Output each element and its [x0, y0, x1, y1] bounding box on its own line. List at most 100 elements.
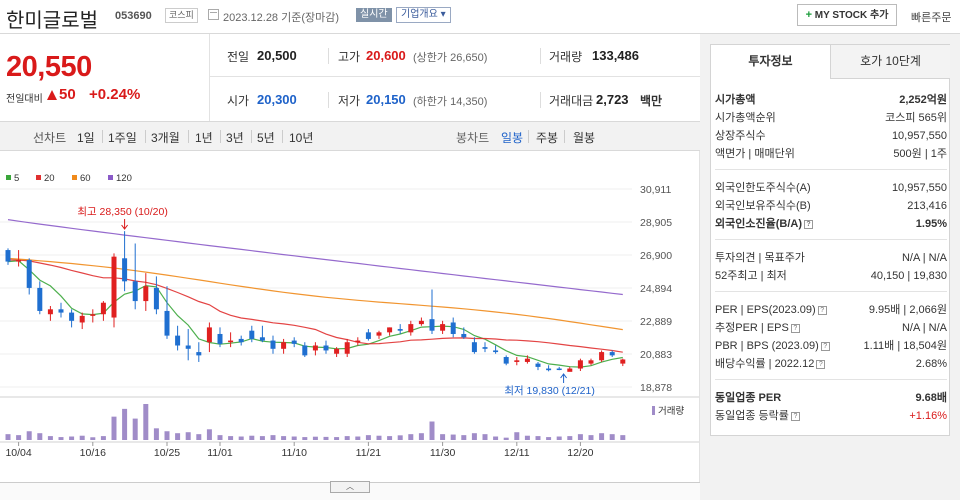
candle: [37, 287, 43, 311]
candle: [408, 324, 414, 333]
candle: [620, 359, 626, 364]
chart-scroll-handle[interactable]: ︿: [330, 481, 370, 493]
volume-bar: [249, 435, 255, 440]
legend-swatch: [6, 175, 11, 180]
volume-bar: [440, 434, 446, 440]
change-value: 50: [59, 86, 76, 103]
volume-bar: [132, 418, 138, 440]
divider: [540, 92, 541, 108]
candle: [164, 310, 170, 336]
candle-monthly[interactable]: 월봉: [573, 131, 596, 145]
info-row: 시가총액순위 코스피 565위: [715, 109, 947, 127]
info-value: 2.68%: [915, 358, 947, 370]
help-icon[interactable]: ?: [790, 324, 800, 333]
candle-daily[interactable]: 일봉: [501, 131, 524, 145]
candle: [418, 320, 424, 325]
volume-bar: [153, 428, 159, 440]
period-1year[interactable]: 1년: [195, 131, 213, 145]
volume-bar: [376, 435, 382, 440]
volume-bar: [217, 435, 223, 440]
x-tick-label: 12/20: [567, 447, 593, 459]
info-value: 코스피 565위: [885, 112, 947, 124]
candle: [175, 335, 181, 346]
trade-value-label: 거래대금: [549, 94, 594, 108]
period-1day[interactable]: 1일: [77, 131, 95, 145]
add-my-stock-button[interactable]: + MY STOCK 추가: [797, 4, 897, 26]
line-chart-label: 선차트: [33, 131, 67, 145]
volume-bar: [556, 436, 562, 440]
volume-bar: [100, 436, 106, 440]
period-5year[interactable]: 5년: [257, 131, 275, 145]
volume-bar: [535, 436, 541, 440]
help-icon[interactable]: ?: [817, 306, 827, 315]
candle: [397, 329, 403, 331]
volume-bar: [5, 434, 11, 440]
info-value: 1.95%: [915, 218, 947, 230]
open-label: 시가: [227, 94, 250, 108]
up-triangle-icon: [47, 90, 57, 100]
volume-bar: [58, 437, 64, 440]
prev-close-value: 20,500: [257, 48, 297, 63]
candle: [503, 357, 509, 364]
volume-legend-swatch: [652, 406, 655, 415]
quick-order-link[interactable]: 빠른주문: [911, 12, 952, 24]
corp-info-dropdown[interactable]: 기업개요 ▾: [396, 7, 451, 23]
help-icon[interactable]: ?: [820, 342, 830, 351]
info-value: 10,957,550: [891, 182, 947, 194]
tab-invest-info[interactable]: 투자정보: [711, 45, 831, 79]
info-key: 동일업종 PER: [715, 392, 782, 404]
volume-bar: [37, 433, 43, 440]
realtime-button[interactable]: 실시간: [356, 8, 392, 22]
volume-bar: [281, 436, 287, 440]
volume-bar: [47, 436, 53, 440]
candle: [291, 340, 297, 344]
volume-bar: [302, 437, 308, 440]
price-chart[interactable]: 30,911 28,905 26,900 24,894 22,889 20,883 18,8…: [0, 151, 700, 486]
volume-bar: [90, 437, 96, 440]
candle: [132, 281, 138, 302]
change-rate: +0.24%: [89, 86, 141, 103]
info-row: 상장주식수 10,957,550: [715, 127, 947, 145]
ma-line-60: [7, 257, 623, 331]
volume-bar: [546, 437, 552, 440]
y-tick-label: 20,883: [640, 349, 672, 361]
volume-bar: [334, 437, 340, 440]
info-value: 500원 | 1주: [893, 148, 947, 160]
volume-bar: [111, 416, 117, 440]
volume-bar: [408, 434, 414, 440]
legend-label: 5: [14, 173, 19, 184]
period-1week[interactable]: 1주일: [108, 131, 137, 145]
candle: [238, 338, 244, 343]
volume-bar: [397, 435, 403, 440]
period-3year[interactable]: 3년: [226, 131, 244, 145]
volume-bar: [387, 436, 393, 440]
candle-weekly[interactable]: 주봉: [536, 131, 559, 145]
plus-icon: +: [805, 9, 813, 21]
upper-limit: (상한가 26,650): [413, 52, 488, 64]
candle: [535, 363, 541, 367]
candle: [599, 352, 605, 361]
info-value: 9.95배 | 2,066원: [868, 304, 947, 316]
volume-bar: [365, 435, 371, 440]
help-icon[interactable]: ?: [816, 360, 826, 369]
info-divider: [715, 379, 947, 380]
period-3month[interactable]: 3개월: [151, 131, 180, 145]
info-row: 52주최고 | 최저 40,150 | 19,830: [715, 267, 947, 285]
divider: [540, 48, 541, 64]
corp-info-label: 기업개요: [401, 9, 438, 20]
price-box: [0, 34, 210, 121]
candle: [471, 342, 477, 353]
volume-bar: [79, 435, 85, 440]
tab-orderbook[interactable]: 호가 10단계: [831, 45, 950, 79]
volume-bar: [26, 431, 32, 440]
stock-name: 한미글로벌: [6, 10, 98, 32]
candle: [5, 250, 11, 262]
min-arrow: [560, 373, 567, 383]
period-10year[interactable]: 10년: [289, 131, 314, 145]
help-icon[interactable]: ?: [804, 220, 813, 229]
candle: [577, 360, 583, 369]
x-tick-label: 11/01: [207, 447, 233, 459]
help-icon[interactable]: ?: [790, 412, 800, 421]
volume-bar: [312, 436, 318, 440]
volume-bar: [482, 434, 488, 440]
